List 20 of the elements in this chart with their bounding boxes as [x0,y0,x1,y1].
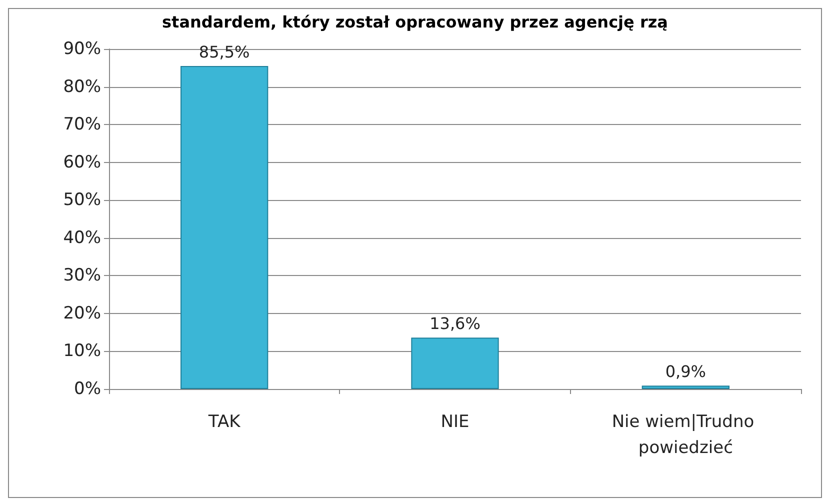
bar [642,386,730,389]
bar [411,338,499,389]
y-tick-label: 10% [63,341,101,362]
y-tick-label: 80% [63,76,101,97]
data-label: 13,6% [430,314,480,334]
y-tick-label: 50% [63,190,101,210]
data-label: 85,5% [198,42,250,62]
x-tick-label: Nie wiem|Trudno powiedzieć [612,412,760,458]
data-label: 0,9% [665,362,706,382]
bar [180,66,268,389]
y-tick-label: 40% [63,228,101,248]
y-tick-label: 20% [63,303,101,324]
x-tick-label: TAK [207,412,242,432]
y-tick-label: 90% [63,39,101,59]
x-tick-label: NIE [440,412,470,432]
y-tick-label: 60% [63,152,101,172]
y-tick-label: 70% [63,114,101,135]
chart-title: standardem, który został opracowany przez agencję rzą [162,12,668,32]
y-tick-label: 0% [74,379,101,399]
y-tick-label: 30% [63,266,101,286]
